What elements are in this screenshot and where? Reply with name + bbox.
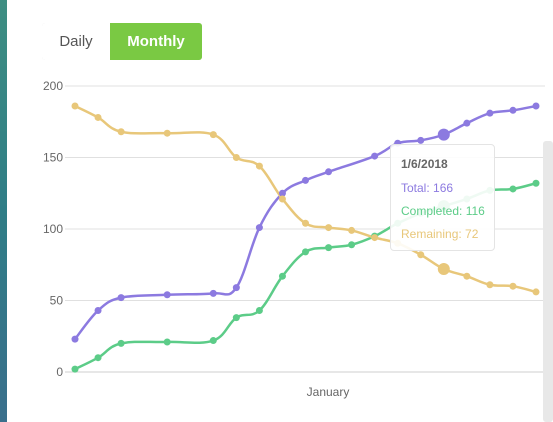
data-point-total[interactable] <box>232 284 240 292</box>
y-tick-label: 100 <box>43 222 63 236</box>
tooltip-date: 1/6/2018 <box>401 157 448 171</box>
y-axis-ticks: 0 50 100 150 200 <box>43 79 63 379</box>
data-point-remaining[interactable] <box>417 251 425 259</box>
data-point-remaining[interactable] <box>325 224 333 232</box>
data-point-completed[interactable] <box>532 179 540 187</box>
data-point-remaining[interactable] <box>348 226 356 234</box>
data-point-remaining[interactable] <box>463 272 471 280</box>
data-point-total[interactable] <box>486 109 494 117</box>
page-left-edge <box>0 0 7 422</box>
tooltip-total: Total: 166 <box>401 181 454 195</box>
data-point-total[interactable] <box>532 102 540 110</box>
data-point-total[interactable] <box>417 136 425 144</box>
data-point-completed[interactable] <box>232 314 240 322</box>
data-point-completed[interactable] <box>509 185 517 193</box>
data-point-total[interactable] <box>509 106 517 114</box>
data-point-remaining[interactable] <box>532 288 540 296</box>
data-point-remaining[interactable] <box>509 282 517 290</box>
data-point-total[interactable] <box>463 119 471 127</box>
highlight-point-total[interactable] <box>437 128 450 141</box>
data-point-completed[interactable] <box>94 354 102 362</box>
data-point-remaining[interactable] <box>232 154 240 161</box>
y-tick-label: 50 <box>50 294 64 308</box>
data-point-total[interactable] <box>209 289 217 297</box>
vertical-scrollbar[interactable] <box>543 141 553 422</box>
data-point-completed[interactable] <box>255 307 263 315</box>
y-tick-label: 200 <box>43 79 63 93</box>
data-point-remaining[interactable] <box>278 195 286 203</box>
data-point-remaining[interactable] <box>255 162 263 170</box>
data-point-completed[interactable] <box>302 248 309 256</box>
data-point-total[interactable] <box>371 152 379 160</box>
period-toggle: Daily Monthly <box>42 23 202 60</box>
y-tick-label: 150 <box>43 151 63 165</box>
data-point-completed[interactable] <box>209 337 217 345</box>
data-point-completed[interactable] <box>163 338 171 346</box>
data-point-remaining[interactable] <box>371 234 379 242</box>
data-point-total[interactable] <box>71 335 79 343</box>
data-point-total[interactable] <box>325 168 333 176</box>
tooltip-completed: Completed: 116 <box>401 204 485 218</box>
data-point-remaining[interactable] <box>302 219 309 227</box>
tooltip-remaining: Remaining: 72 <box>401 227 479 241</box>
data-point-remaining[interactable] <box>94 113 102 121</box>
data-point-total[interactable] <box>117 294 125 302</box>
monthly-toggle-button[interactable]: Monthly <box>110 23 202 60</box>
data-point-completed[interactable] <box>348 241 356 249</box>
data-point-remaining[interactable] <box>71 102 79 110</box>
data-point-total[interactable] <box>278 189 286 197</box>
data-point-total[interactable] <box>302 176 309 184</box>
daily-toggle-button[interactable]: Daily <box>42 23 110 60</box>
series-points <box>71 102 540 373</box>
data-point-remaining[interactable] <box>486 281 494 289</box>
data-point-completed[interactable] <box>117 339 125 347</box>
data-point-total[interactable] <box>94 307 102 315</box>
data-point-total[interactable] <box>255 224 263 232</box>
chart-tooltip: 1/6/2018 Total: 166 Completed: 116 Remai… <box>390 144 495 251</box>
data-point-completed[interactable] <box>278 272 286 280</box>
x-axis-label: January <box>307 385 350 399</box>
data-point-remaining[interactable] <box>209 131 217 139</box>
highlight-point-remaining[interactable] <box>437 263 450 276</box>
data-point-completed[interactable] <box>325 244 333 252</box>
data-point-remaining[interactable] <box>163 129 171 137</box>
data-point-completed[interactable] <box>71 365 79 373</box>
data-point-remaining[interactable] <box>117 128 125 136</box>
data-point-total[interactable] <box>163 291 171 299</box>
y-tick-label: 0 <box>56 365 63 379</box>
